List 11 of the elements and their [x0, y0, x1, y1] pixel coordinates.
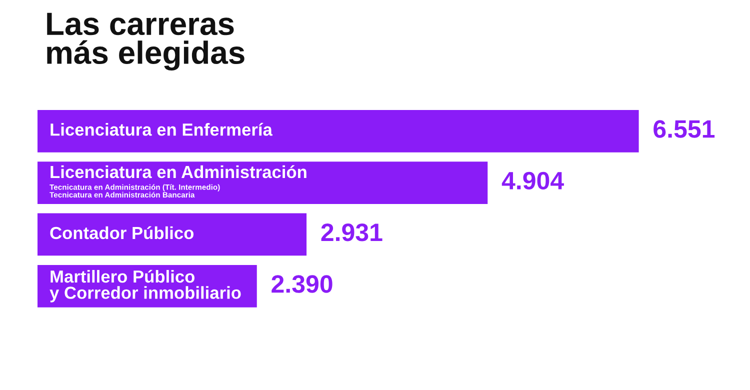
data-label: 6.551	[654, 120, 715, 138]
y-tick-label: Martillero Público y Corredor inmobiliario	[50, 270, 241, 302]
bar	[38, 213, 307, 256]
bar	[38, 110, 639, 152]
data-label: 4.904	[502, 172, 564, 190]
bar	[38, 162, 488, 204]
chart-title: Las carreras más elegidas	[47, 12, 244, 71]
data-label: 2.390	[272, 275, 332, 293]
y-tick-label: Contador Público	[50, 226, 194, 240]
data-label: 2.931	[321, 223, 382, 242]
y-tick-label: Licenciatura en Enfermería	[50, 122, 273, 136]
